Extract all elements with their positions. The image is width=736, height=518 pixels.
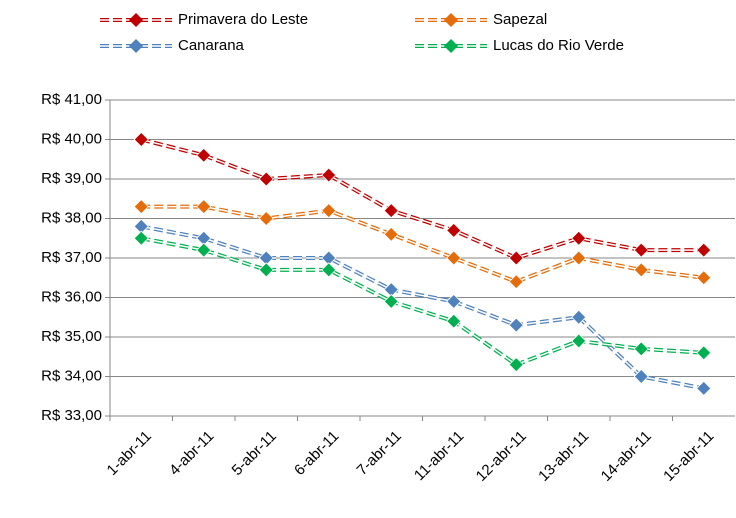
point <box>571 333 587 349</box>
point <box>321 167 337 183</box>
series-line-inner <box>141 205 704 283</box>
legend-marker <box>129 39 143 53</box>
point <box>633 242 649 258</box>
point <box>696 345 712 361</box>
legend-item: Canarana <box>100 37 245 54</box>
y-tick-label: R$ 34,00 <box>41 367 102 384</box>
series-line <box>140 224 705 391</box>
series-line-inner <box>141 237 704 366</box>
point <box>446 293 462 310</box>
x-tick-label: 15-abr-11 <box>660 428 717 485</box>
x-tick-label: 14-abr-11 <box>598 428 655 485</box>
point <box>571 230 587 246</box>
point <box>383 226 399 242</box>
series <box>133 131 712 266</box>
x-tick-label: 6-abr-11 <box>291 428 342 479</box>
y-tick-label: R$ 38,00 <box>41 209 102 226</box>
point <box>633 262 649 278</box>
point <box>196 147 212 163</box>
series-line <box>140 137 704 261</box>
point <box>633 341 649 357</box>
point <box>258 210 274 227</box>
legend-label: Canarana <box>178 37 245 54</box>
y-tick-label: R$ 37,00 <box>41 249 102 266</box>
point <box>446 222 462 238</box>
series-line-inner <box>141 225 704 390</box>
point <box>133 199 149 215</box>
series <box>133 230 712 373</box>
point <box>696 380 712 396</box>
y-tick-label: R$ 40,00 <box>41 130 102 147</box>
point <box>446 313 462 329</box>
x-tick-label: 7-abr-11 <box>354 428 405 479</box>
point <box>696 270 712 286</box>
x-tick-label: 11-abr-11 <box>411 428 467 484</box>
y-tick-label: R$ 41,00 <box>41 91 102 108</box>
x-tick-label: 5-abr-11 <box>229 428 280 479</box>
point <box>133 230 149 246</box>
series-line-inner <box>141 138 704 259</box>
point <box>196 199 212 215</box>
point <box>633 368 649 385</box>
x-tick-label: 13-abr-11 <box>535 428 592 485</box>
point <box>508 357 524 373</box>
y-tick-label: R$ 36,00 <box>41 288 102 305</box>
legend-label: Lucas do Rio Verde <box>493 37 624 54</box>
point <box>258 171 274 187</box>
series <box>133 199 712 290</box>
point <box>258 262 274 278</box>
point <box>383 293 399 310</box>
legend-item: Sapezal <box>415 11 547 28</box>
legend-label: Primavera do Leste <box>178 11 308 28</box>
y-tick-label: R$ 33,00 <box>41 407 102 424</box>
point <box>321 262 337 278</box>
point <box>571 250 587 266</box>
point <box>446 250 462 266</box>
legend-marker <box>444 39 458 53</box>
legend-item: Lucas do Rio Verde <box>415 37 624 54</box>
point <box>383 203 399 219</box>
y-tick-label: R$ 35,00 <box>41 328 102 345</box>
point <box>571 309 587 325</box>
x-tick-label: 4-abr-11 <box>166 428 217 479</box>
x-tick-label: 12-abr-11 <box>473 428 530 485</box>
legend-item: Primavera do Leste <box>100 11 308 28</box>
point <box>508 274 524 290</box>
point <box>133 131 149 148</box>
point <box>696 242 712 258</box>
legend-label: Sapezal <box>493 11 547 28</box>
point <box>321 203 337 219</box>
y-tick-label: R$ 39,00 <box>41 170 102 187</box>
legend-marker <box>444 13 458 27</box>
point <box>196 242 212 258</box>
legend-marker <box>129 13 143 27</box>
x-tick-label: 1-abr-11 <box>104 428 155 479</box>
point <box>508 317 524 333</box>
point <box>508 250 524 266</box>
